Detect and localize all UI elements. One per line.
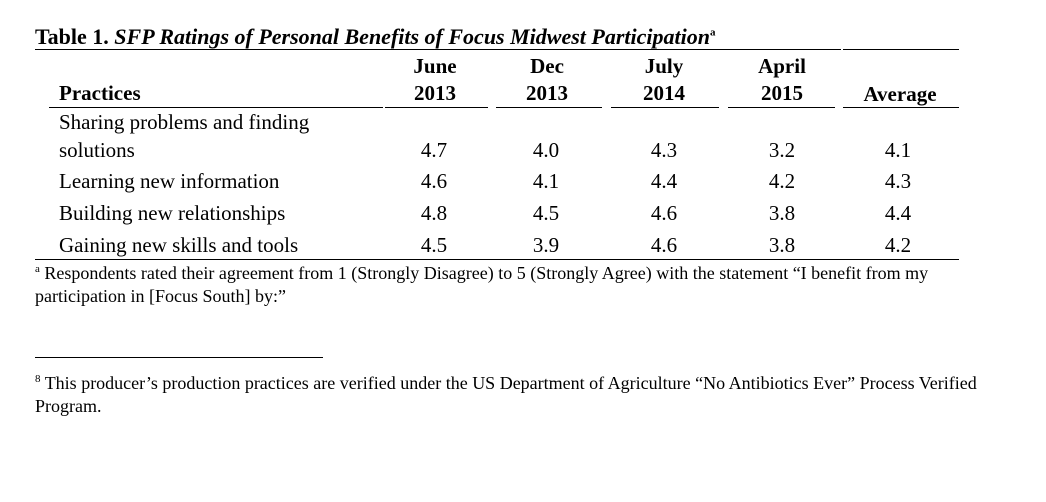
row-label-learning: Learning new information [59, 169, 280, 193]
header-dec-year: 2013 [526, 81, 568, 105]
cell-gaining-june: 4.5 [420, 233, 448, 257]
cell-building-april: 3.8 [768, 201, 796, 225]
table-note: a Respondents rated their agreement from… [35, 262, 965, 308]
cell-building-july: 4.6 [650, 201, 678, 225]
table-bottom-rule [35, 259, 959, 260]
cell-sharing-june: 4.7 [420, 138, 448, 162]
row-label-gaining: Gaining new skills and tools [59, 233, 299, 257]
footnote-marker: 8 [35, 373, 41, 385]
header-rule-dec [496, 107, 602, 108]
cell-sharing-july: 4.3 [650, 138, 678, 162]
cell-gaining-april: 3.8 [768, 233, 796, 257]
header-june-month: June [413, 54, 457, 78]
row-label-sharing-line2: solutions [59, 138, 135, 162]
header-average: Average [863, 82, 937, 106]
table-title-text: SFP Ratings of Personal Benefits of Focu… [114, 24, 710, 49]
header-rule-practices [49, 107, 383, 108]
row-label-building: Building new relationships [59, 201, 286, 225]
header-july-year: 2014 [643, 81, 685, 105]
table-title-note-marker: a [709, 26, 716, 39]
cell-building-dec: 4.5 [532, 201, 560, 225]
cell-building-june: 4.8 [420, 201, 448, 225]
cell-gaining-july: 4.6 [650, 233, 678, 257]
top-rule-main [35, 49, 841, 50]
header-rule-average [843, 107, 959, 108]
cell-gaining-dec: 3.9 [532, 233, 560, 257]
footnote-text: This producer’s production practices are… [35, 373, 977, 416]
header-july-month: July [644, 54, 684, 78]
top-rule-average [843, 49, 959, 50]
cell-gaining-average: 4.2 [884, 233, 912, 257]
cell-sharing-average: 4.1 [884, 138, 912, 162]
row-label-sharing-line1: Sharing problems and finding [59, 110, 310, 134]
cell-sharing-april: 3.2 [768, 138, 796, 162]
header-dec-month: Dec [530, 54, 564, 78]
table-title-prefix: Table 1. [35, 24, 115, 49]
header-rule-june [385, 107, 488, 108]
header-rule-july [611, 107, 719, 108]
header-rule-april [728, 107, 835, 108]
cell-learning-dec: 4.1 [532, 169, 560, 193]
cell-learning-june: 4.6 [420, 169, 448, 193]
cell-sharing-dec: 4.0 [532, 138, 560, 162]
table-note-marker: a [35, 263, 40, 275]
header-april-month: April [758, 54, 806, 78]
header-april-year: 2015 [761, 81, 803, 105]
footnote-separator [35, 357, 323, 358]
cell-learning-average: 4.3 [884, 169, 912, 193]
table-title: Table 1. SFP Ratings of Personal Benefit… [35, 24, 715, 50]
header-june-year: 2013 [414, 81, 456, 105]
header-practices: Practices [59, 81, 141, 105]
cell-building-average: 4.4 [884, 201, 912, 225]
footnote-8: 8 This producer’s production practices a… [35, 372, 995, 418]
table-note-text: Respondents rated their agreement from 1… [35, 263, 929, 306]
cell-learning-july: 4.4 [650, 169, 678, 193]
cell-learning-april: 4.2 [768, 169, 796, 193]
